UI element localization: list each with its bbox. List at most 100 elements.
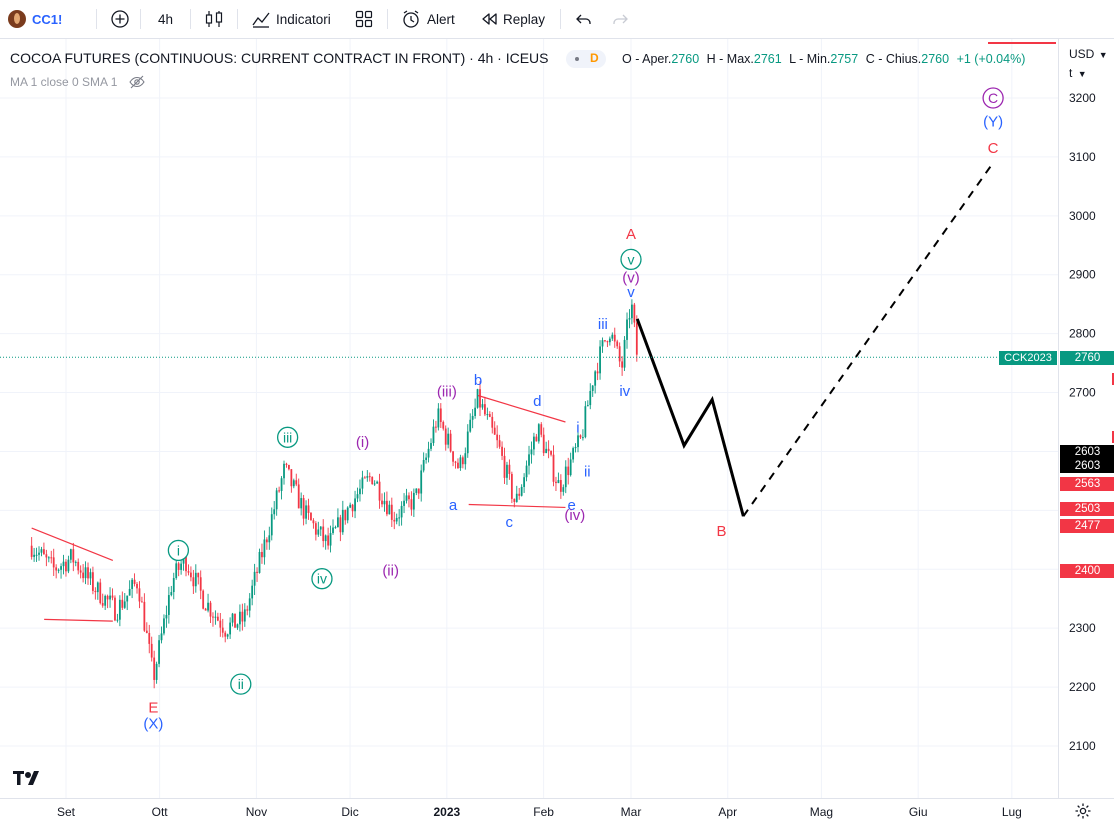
candle-body: [356, 494, 359, 499]
indicator-legend[interactable]: MA 1 close 0 SMA 1: [10, 75, 146, 89]
candle-body: [618, 346, 621, 362]
compare-button[interactable]: [110, 0, 130, 38]
candle-up: [319, 526, 322, 536]
indicator-label: MA 1 close 0 SMA 1: [10, 75, 118, 89]
candle-up: [329, 525, 332, 553]
candle-body: [170, 592, 173, 596]
redo-button[interactable]: [610, 0, 630, 38]
price-scale[interactable]: USD ▼ t ▼ 210022002300240025002600270028…: [1058, 39, 1114, 798]
layouts-button[interactable]: [354, 0, 374, 38]
replay-button[interactable]: Replay: [480, 0, 545, 38]
unit-selector[interactable]: t ▼: [1069, 66, 1087, 80]
candle-down: [278, 486, 281, 493]
interval-button[interactable]: 4h: [158, 0, 173, 38]
candle-up: [383, 492, 386, 512]
candle-body: [35, 554, 38, 556]
alarm-clock-icon: [403, 10, 419, 28]
candle-down: [99, 578, 102, 605]
time-scale[interactable]: Set Ott Nov Dic 2023 Feb Mar Apr Mag Giu Lug: [0, 798, 1114, 822]
chart-type-button[interactable]: [203, 0, 225, 38]
wave-label: (iii): [437, 383, 457, 400]
price-badge: 2603: [1060, 445, 1114, 459]
candle-body: [366, 476, 369, 478]
candle-body: [278, 490, 281, 492]
candle-body: [253, 571, 256, 586]
candle-body: [280, 478, 283, 491]
candle-down: [202, 589, 205, 610]
candle-body: [398, 517, 401, 519]
wave-label-ring: [230, 673, 252, 695]
alert-button[interactable]: Alert: [400, 0, 455, 38]
candle-down: [363, 475, 366, 479]
alert-label: Alert: [427, 11, 455, 27]
trend-line: [44, 618, 113, 622]
wave-label-circled: v: [620, 248, 642, 271]
candle-body: [243, 609, 246, 622]
candle-body: [197, 572, 200, 578]
candle-body: [564, 466, 567, 488]
candle-body: [231, 613, 234, 623]
candle-down: [221, 618, 224, 638]
candle-up: [251, 579, 254, 606]
currency-selector[interactable]: USD ▼: [1069, 47, 1108, 61]
candle-body: [420, 470, 423, 494]
candle-body: [613, 334, 616, 342]
price-chart[interactable]: E(X)iiiiiiiv(i)(ii)(iii)abcde(iv)iiiiiii…: [0, 39, 1058, 798]
settings-gear-icon[interactable]: [1074, 802, 1092, 820]
x-tick-label: Lug: [1002, 805, 1022, 819]
candle-down: [43, 542, 45, 555]
candle-body: [47, 557, 50, 559]
tradingview-logo-icon[interactable]: [12, 769, 44, 787]
candle-body: [586, 405, 589, 407]
undo-button[interactable]: [574, 0, 594, 38]
candle-body: [437, 408, 440, 428]
hidden-eye-icon[interactable]: [129, 75, 146, 89]
symbol-search-button[interactable]: CC1!: [8, 0, 62, 38]
wave-label: iii: [598, 316, 608, 333]
candle-up: [459, 454, 462, 471]
indicators-button[interactable]: Indicatori: [250, 0, 331, 38]
candle-body: [96, 582, 99, 593]
candle-body: [138, 588, 141, 602]
candle-up: [432, 419, 435, 446]
candle-up: [623, 336, 626, 371]
candle-body: [302, 498, 305, 519]
candle-body: [393, 519, 396, 522]
candle-up: [611, 332, 614, 341]
candle-body: [312, 520, 315, 524]
candle-down: [606, 340, 609, 348]
wave-label: (iv): [564, 507, 585, 524]
candle-body: [373, 483, 376, 485]
candle-down: [192, 569, 195, 595]
candle-body: [405, 495, 408, 501]
y-tick-label: 2900: [1069, 268, 1096, 282]
candle-up: [398, 509, 401, 527]
candle-body: [251, 585, 254, 599]
candle-down: [322, 519, 325, 548]
candle-down: [461, 455, 464, 469]
candle-up: [437, 403, 440, 431]
candle-body: [74, 561, 77, 563]
candle-down: [209, 600, 212, 623]
candle-down: [197, 572, 200, 585]
candle-up: [118, 595, 121, 627]
candle-up: [388, 500, 391, 515]
candle-body: [447, 433, 450, 445]
candle-down: [547, 440, 550, 459]
chart-pane[interactable]: E (X) i ii iii iv (i) (ii) (iii) a b c d e (iv) i ii iii i…: [0, 39, 1058, 798]
candle-body: [165, 614, 168, 619]
candle-body: [457, 462, 459, 469]
candle-body: [528, 454, 530, 466]
grid-layout-icon: [355, 10, 373, 28]
candle-down: [327, 527, 330, 550]
candle-up: [280, 476, 283, 500]
delayed-badge-pill[interactable]: D: [566, 50, 606, 68]
candle-down: [79, 565, 82, 579]
candle-up: [506, 461, 508, 485]
wave-label: v: [627, 284, 635, 301]
candle-down: [613, 327, 616, 348]
y-tick-label: 3000: [1069, 209, 1096, 223]
candle-down: [417, 488, 420, 499]
candle-up: [337, 508, 339, 528]
candle-up: [537, 423, 540, 444]
